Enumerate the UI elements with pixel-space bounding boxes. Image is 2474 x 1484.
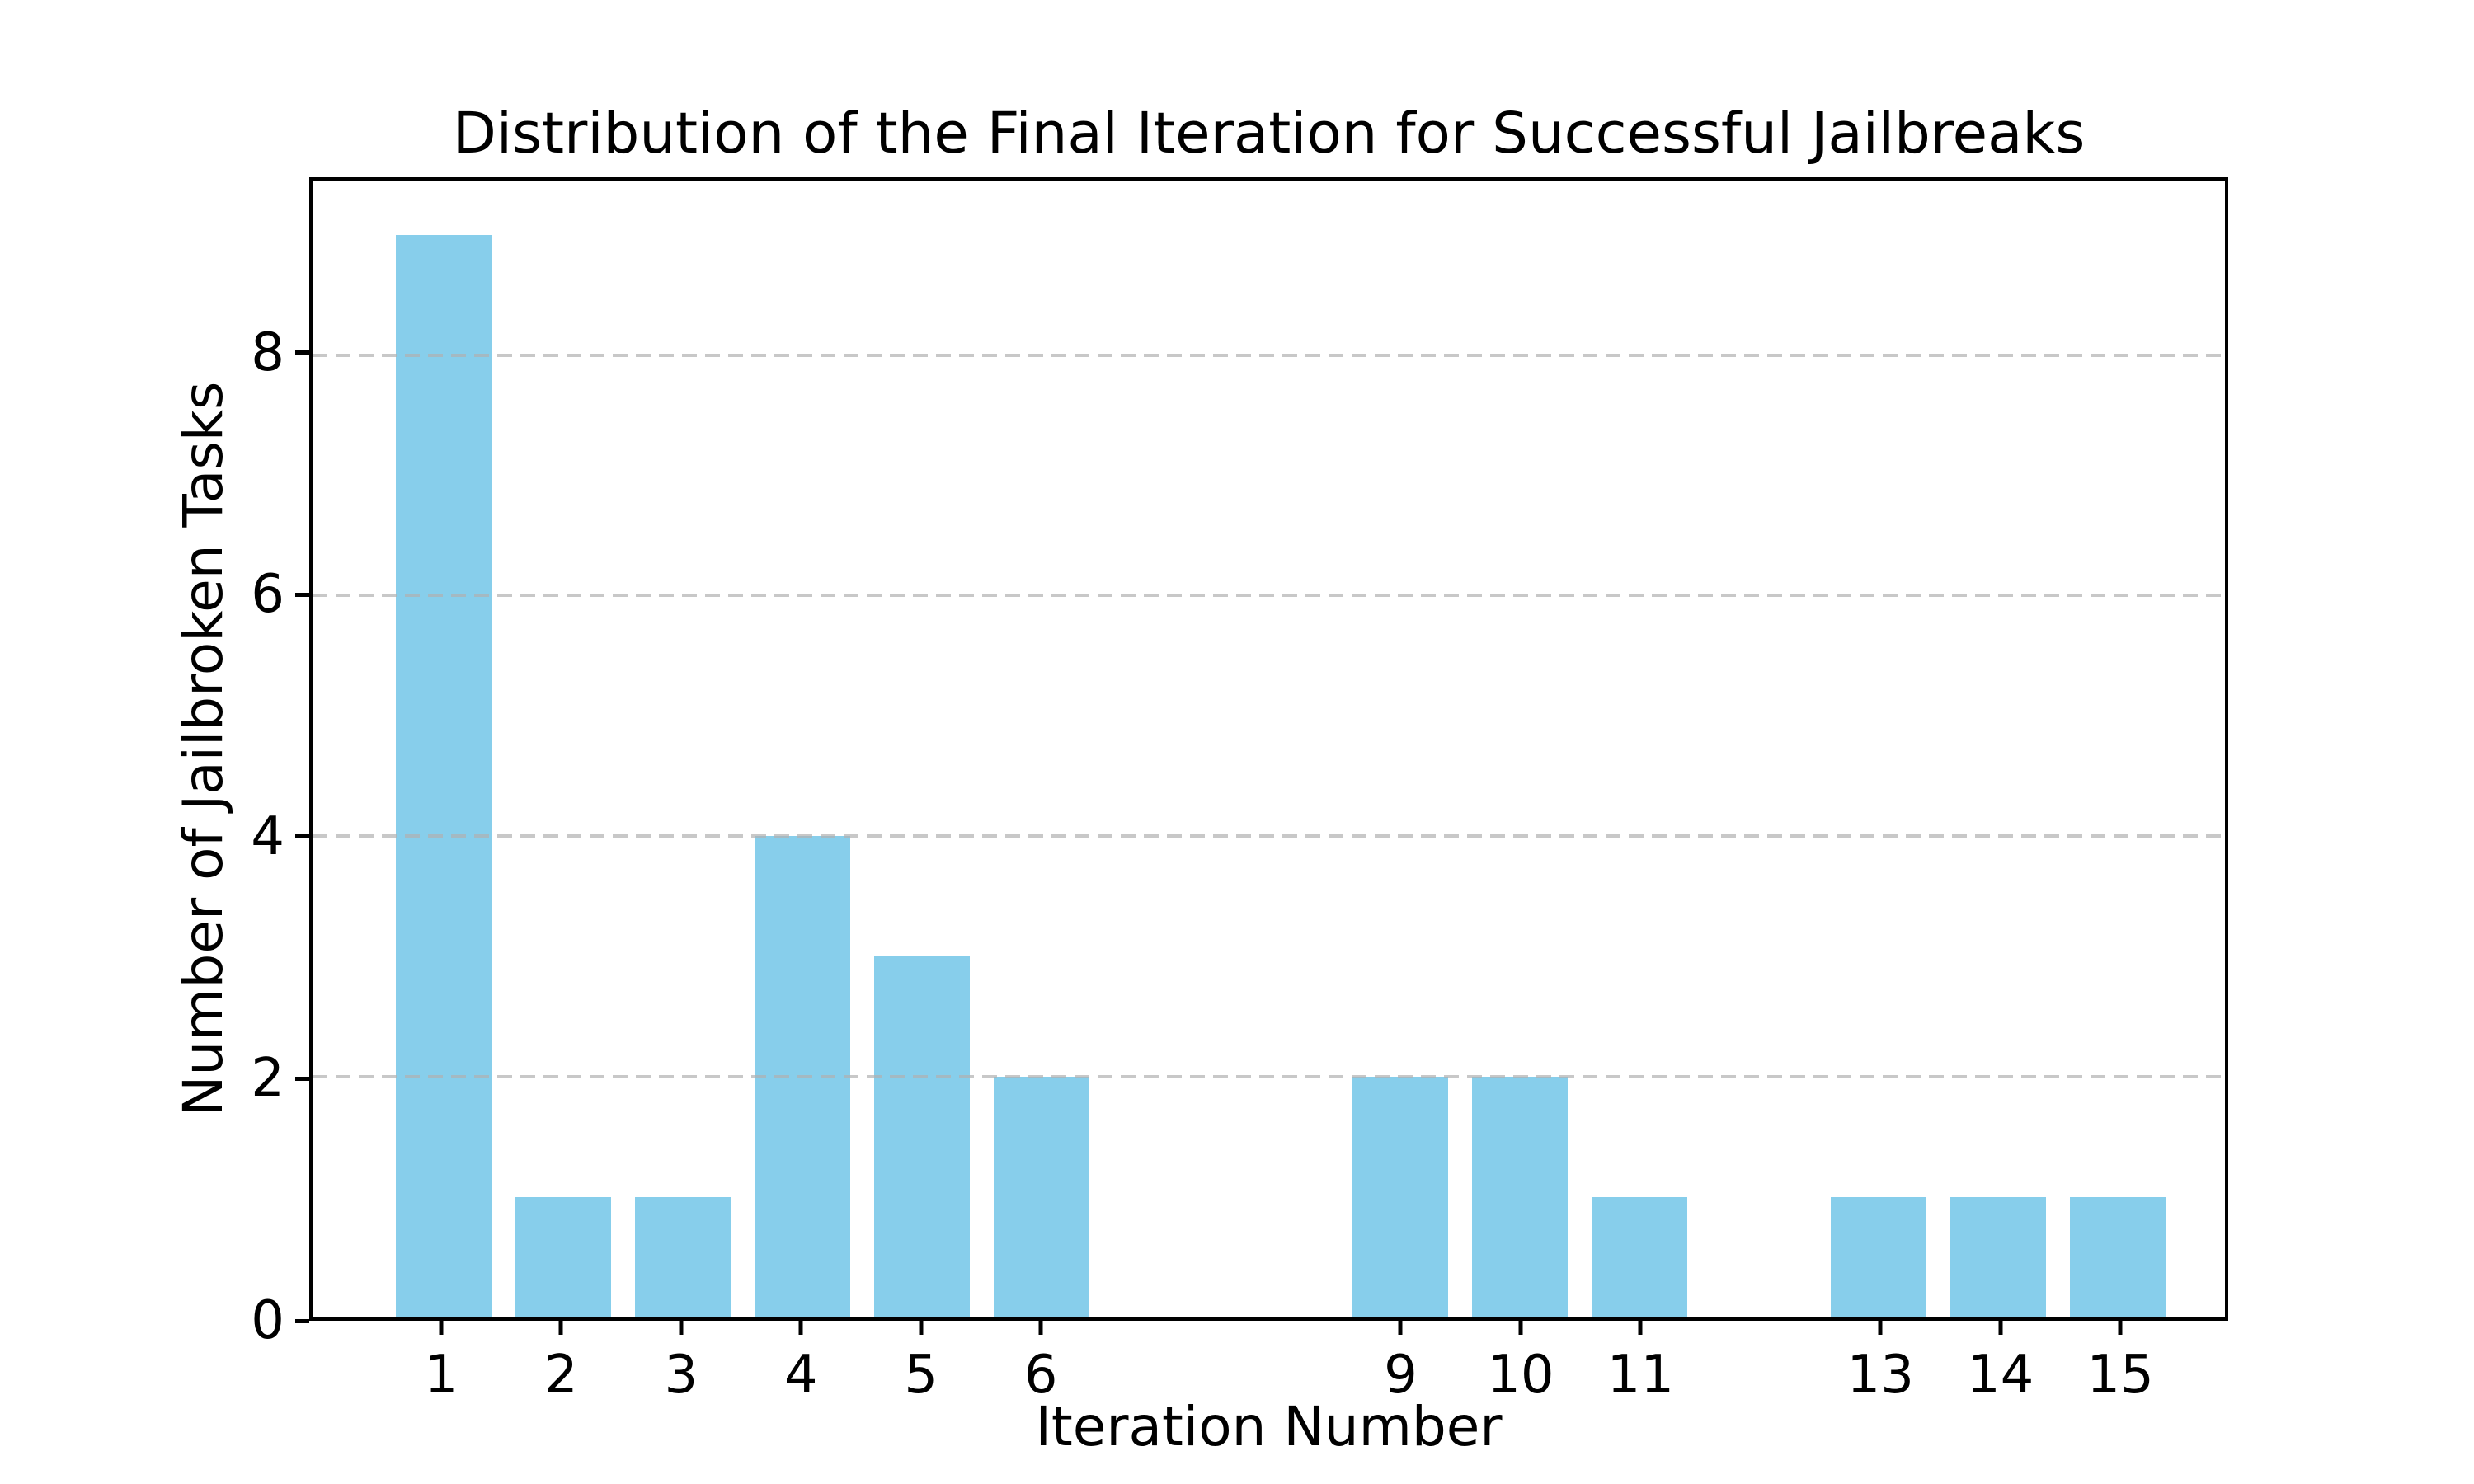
x-tick-mark-9 bbox=[1398, 1321, 1403, 1335]
gridline-y-4 bbox=[313, 834, 2225, 838]
x-tick-label-11: 11 bbox=[1606, 1345, 1675, 1406]
bar-iteration-5 bbox=[874, 956, 971, 1317]
bar-iteration-9 bbox=[1352, 1077, 1448, 1317]
y-axis-label: Number of Jailbroken Tasks bbox=[172, 381, 235, 1117]
x-tick-label-15: 15 bbox=[2086, 1345, 2154, 1406]
x-tick-label-2: 2 bbox=[544, 1345, 578, 1406]
x-axis: 1 2 3 4 5 6 9 10 11 13 14 15 bbox=[309, 1321, 2228, 1436]
y-tick-label-4: 4 bbox=[251, 805, 285, 867]
chart-title: Distribution of the Final Iteration for … bbox=[452, 101, 2086, 167]
plot-area bbox=[309, 177, 2228, 1321]
x-tick-mark-13 bbox=[1878, 1321, 1883, 1335]
y-tick-mark-4 bbox=[295, 834, 309, 839]
x-tick-label-14: 14 bbox=[1966, 1345, 2034, 1406]
y-tick-mark-8 bbox=[295, 350, 309, 355]
x-tick-mark-14 bbox=[1998, 1321, 2003, 1335]
x-tick-label-10: 10 bbox=[1487, 1345, 1554, 1406]
y-tick-label-8: 8 bbox=[251, 322, 285, 383]
x-tick-label-5: 5 bbox=[904, 1345, 938, 1406]
x-tick-mark-6 bbox=[1038, 1321, 1043, 1335]
y-tick-label-2: 2 bbox=[251, 1048, 285, 1110]
y-tick-mark-6 bbox=[295, 592, 309, 597]
x-axis-label: Iteration Number bbox=[1035, 1395, 1503, 1458]
x-tick-mark-1 bbox=[439, 1321, 444, 1335]
bar-iteration-11 bbox=[1591, 1197, 1687, 1317]
gridline-y-2 bbox=[313, 1075, 2225, 1079]
x-tick-mark-11 bbox=[1638, 1321, 1643, 1335]
bar-iteration-4 bbox=[755, 836, 851, 1317]
x-tick-label-13: 13 bbox=[1846, 1345, 1914, 1406]
x-tick-label-3: 3 bbox=[664, 1345, 698, 1406]
x-tick-mark-4 bbox=[798, 1321, 803, 1335]
bar-iteration-10 bbox=[1471, 1077, 1568, 1317]
x-tick-label-1: 1 bbox=[424, 1345, 459, 1406]
x-tick-label-6: 6 bbox=[1023, 1345, 1058, 1406]
gridline-y-6 bbox=[313, 594, 2225, 598]
x-tick-label-4: 4 bbox=[783, 1345, 818, 1406]
bar-iteration-13 bbox=[1830, 1197, 1926, 1317]
x-tick-mark-10 bbox=[1518, 1321, 1523, 1335]
x-tick-mark-15 bbox=[2118, 1321, 2123, 1335]
y-tick-mark-0 bbox=[295, 1318, 309, 1323]
bar-iteration-1 bbox=[396, 234, 492, 1317]
bar-iteration-2 bbox=[515, 1197, 612, 1317]
y-tick-label-6: 6 bbox=[251, 564, 285, 626]
bar-iteration-15 bbox=[2069, 1197, 2166, 1317]
bar-iteration-3 bbox=[635, 1197, 731, 1317]
gridline-y-8 bbox=[313, 353, 2225, 357]
x-tick-mark-2 bbox=[558, 1321, 563, 1335]
bar-iteration-14 bbox=[1950, 1197, 2046, 1317]
x-tick-mark-5 bbox=[919, 1321, 924, 1335]
y-tick-mark-2 bbox=[295, 1076, 309, 1081]
y-tick-label-0: 0 bbox=[251, 1290, 285, 1351]
bar-iteration-6 bbox=[994, 1077, 1090, 1317]
x-tick-label-9: 9 bbox=[1384, 1345, 1418, 1406]
x-tick-mark-3 bbox=[679, 1321, 684, 1335]
